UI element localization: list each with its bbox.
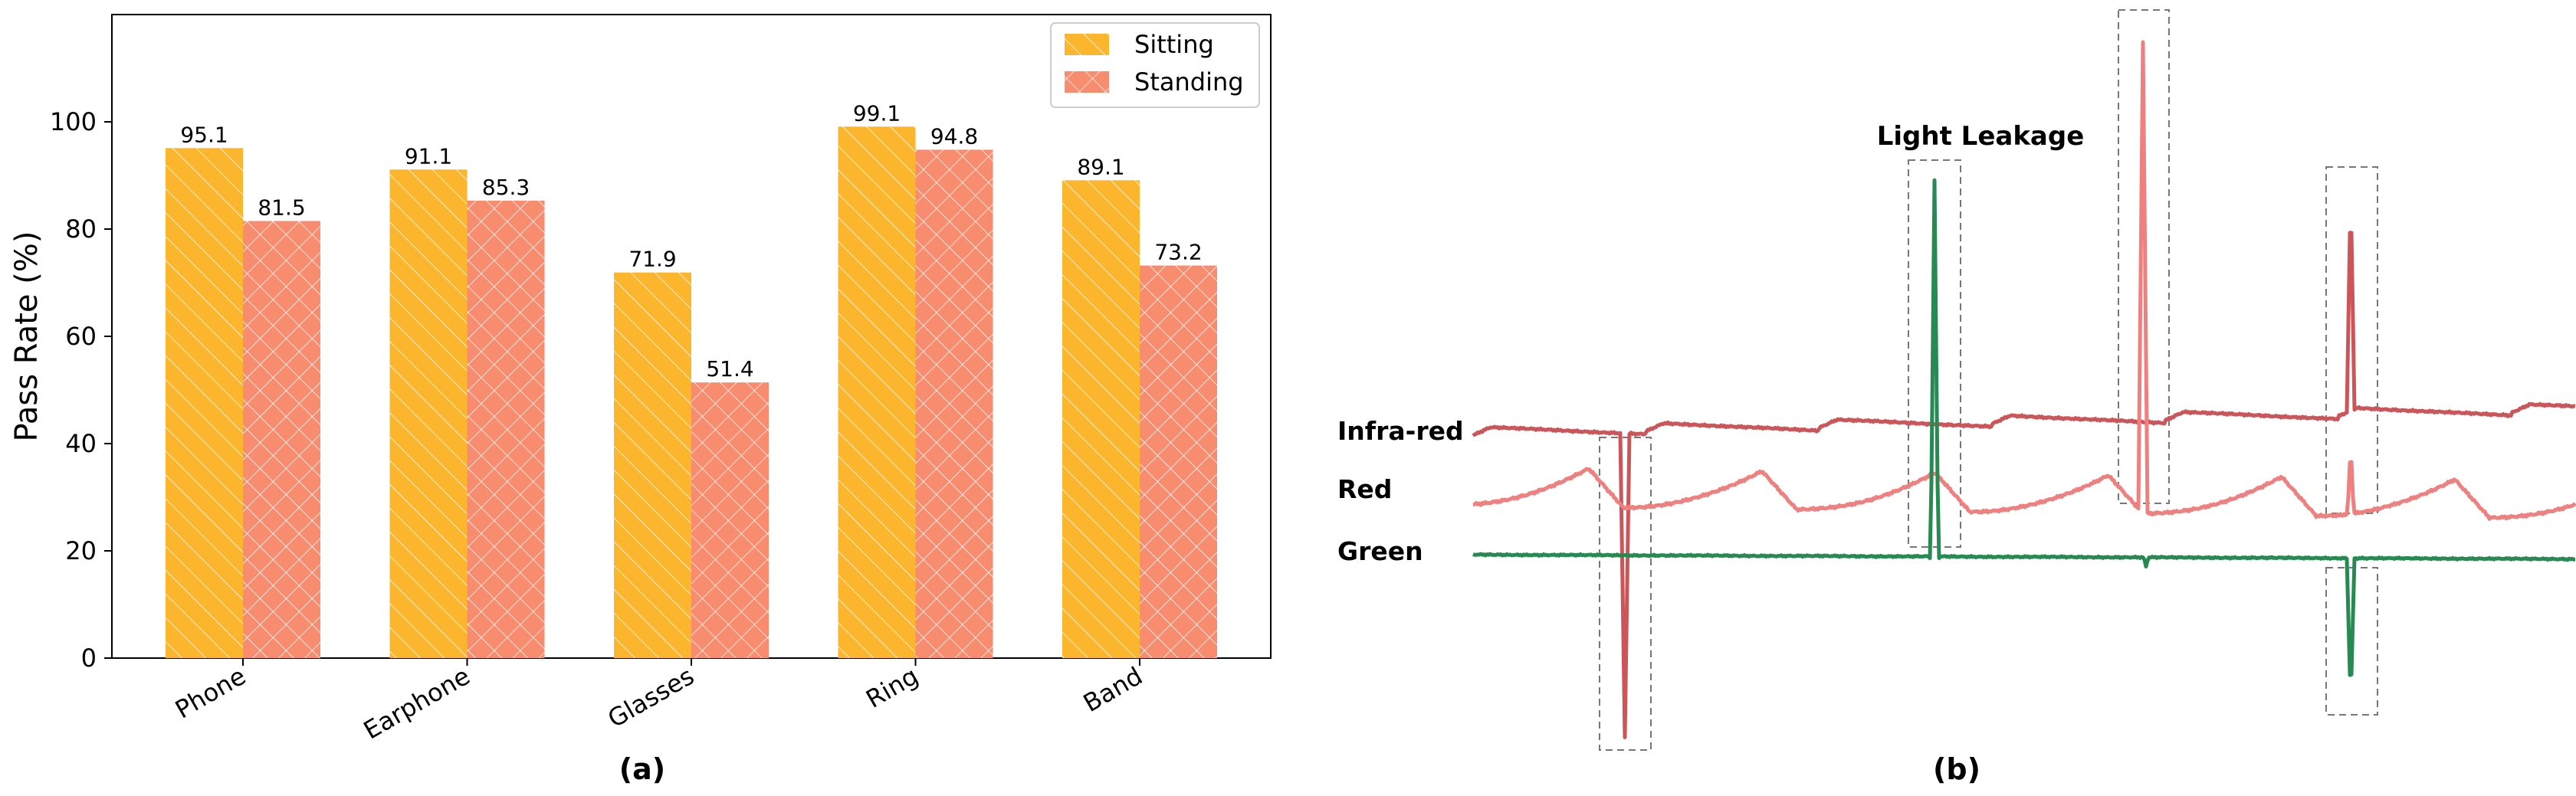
x-tick-label-band: Band	[1078, 661, 1147, 718]
legend-label-sitting: Sitting	[1134, 30, 1214, 59]
bar-hatch-earphone-sitting	[389, 169, 468, 659]
y-axis: 0 20 40 60 80 100	[50, 107, 112, 673]
data-label-earphone-standing: 85.3	[482, 175, 530, 200]
legend-label-standing: Standing	[1134, 67, 1244, 97]
data-label-glasses-sitting: 71.9	[628, 247, 676, 272]
data-label-band-standing: 73.2	[1154, 240, 1202, 265]
legend-swatch-sitting-hatch	[1065, 34, 1109, 55]
bar-chart-panel: 95.1 91.1 71.9 99.1 89.1 81.5 85.3 51.4 94.8 73.2…	[9, 14, 1272, 786]
data-label-phone-sitting: 95.1	[180, 122, 228, 147]
data-label-band-sitting: 89.1	[1077, 154, 1124, 179]
bar-hatch-band-sitting	[1062, 180, 1140, 659]
legend-item-standing: Standing	[1065, 67, 1244, 97]
panel-label-a: (a)	[619, 752, 665, 786]
leakage-box-red	[2118, 9, 2170, 504]
y-tick-label-60: 60	[65, 322, 97, 351]
trace-infrared	[1472, 231, 2576, 739]
leakage-box-green-2	[2325, 567, 2378, 716]
bar-hatch-ring-standing	[915, 149, 993, 658]
data-label-earphone-sitting: 91.1	[405, 143, 452, 169]
trace-red	[1472, 40, 2576, 521]
leakage-box-infrared	[1599, 437, 1652, 751]
annotation-light-leakage: Light Leakage	[1877, 121, 2085, 152]
data-label-glasses-standing: 51.4	[706, 356, 753, 382]
x-tick-label-phone: Phone	[170, 661, 251, 724]
bar-hatch-earphone-standing	[467, 200, 545, 658]
data-label-ring-standing: 94.8	[930, 123, 978, 149]
bar-group: 95.1 91.1 71.9 99.1 89.1 81.5 85.3 51.4 94.8 73.2	[166, 100, 1217, 659]
bar-hatch-ring-sitting	[838, 126, 916, 659]
legend-item-sitting: Sitting	[1065, 30, 1214, 59]
legend: Sitting Standing	[1050, 22, 1260, 108]
data-label-ring-sitting: 99.1	[853, 100, 901, 126]
legend-swatch-standing-hatch	[1065, 71, 1109, 93]
bar-hatch-phone-sitting	[166, 148, 243, 659]
bar-hatch-phone-standing	[243, 221, 320, 658]
y-axis-label: Pass Rate (%)	[9, 231, 44, 442]
panel-label-b: (b)	[1933, 752, 1980, 786]
data-label-phone-standing: 81.5	[258, 195, 305, 221]
series-label-green: Green	[1337, 536, 1423, 566]
trace-green	[1472, 178, 2576, 677]
x-tick-label-earphone: Earphone	[359, 661, 475, 745]
series-label-red: Red	[1337, 474, 1392, 504]
series-label-infrared: Infra-red	[1337, 416, 1464, 446]
x-tick-label-ring: Ring	[861, 661, 923, 714]
x-axis: Phone Earphone Glasses Ring Band	[170, 658, 1147, 745]
bar-hatch-glasses-standing	[691, 382, 769, 658]
bar-hatch-glasses-sitting	[614, 272, 691, 658]
waveform-panel: Light Leakage Infra-red Red Green (b)	[1337, 9, 2576, 786]
y-tick-label-40: 40	[65, 429, 97, 458]
leakage-box-green	[1908, 159, 1961, 548]
y-tick-label-20: 20	[65, 536, 97, 565]
y-tick-label-0: 0	[81, 644, 97, 673]
leakage-box-infrared-2	[2325, 166, 2378, 514]
x-tick-label-glasses: Glasses	[602, 661, 699, 733]
y-tick-label-80: 80	[65, 215, 97, 244]
bar-hatch-band-standing	[1140, 265, 1217, 659]
y-tick-label-100: 100	[50, 107, 97, 136]
